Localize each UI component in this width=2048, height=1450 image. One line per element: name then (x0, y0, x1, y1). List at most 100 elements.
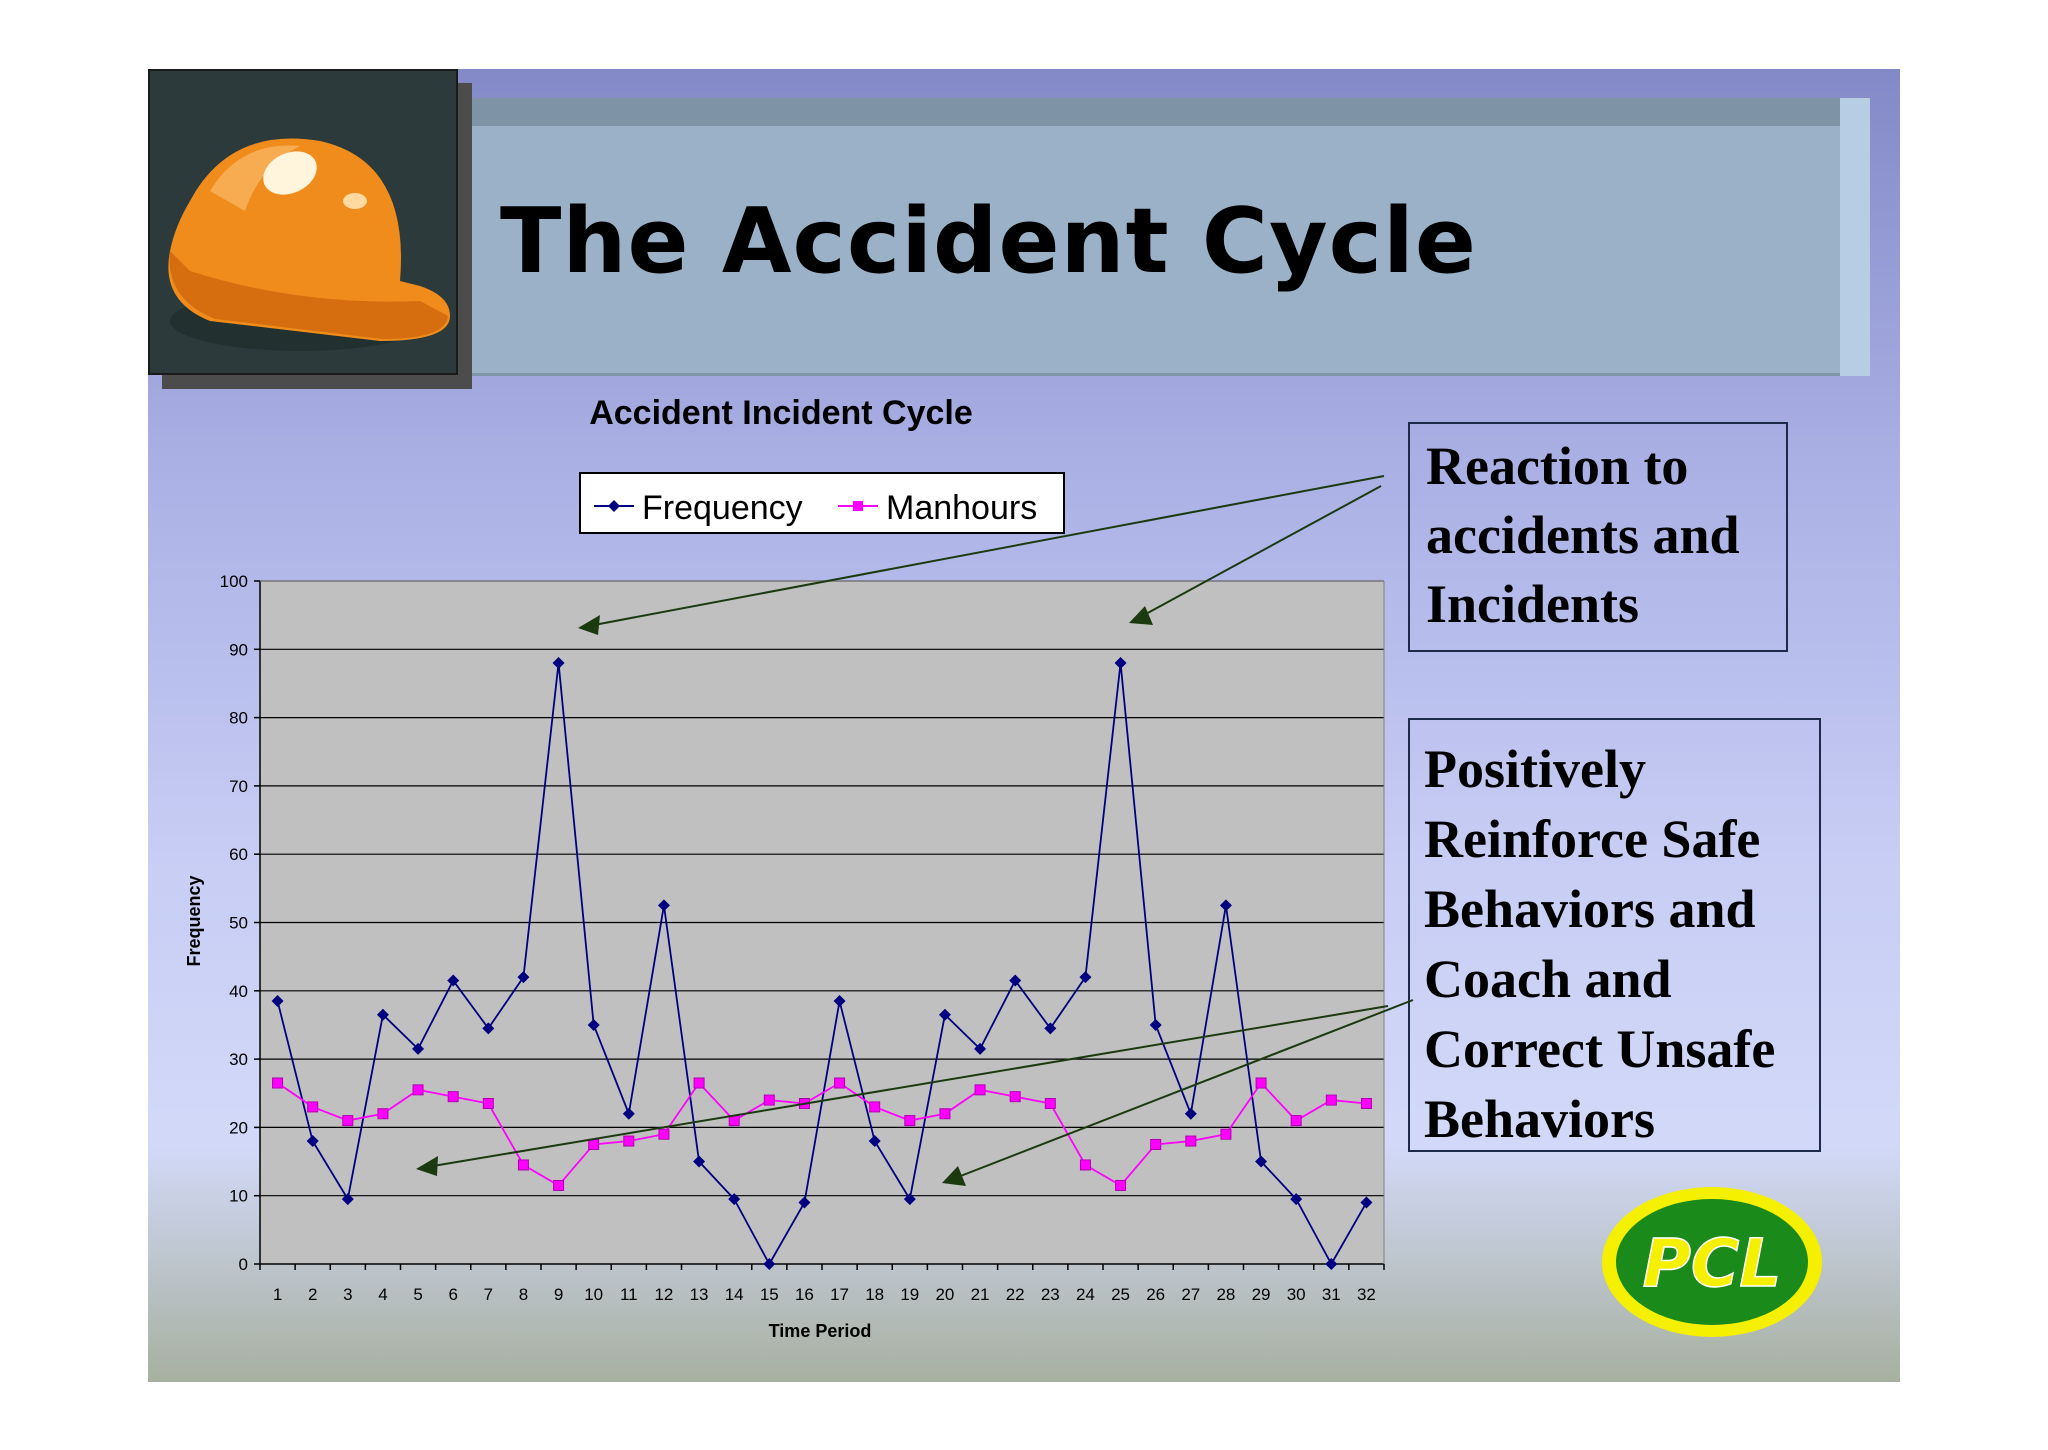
frequency-point (903, 1193, 916, 1206)
x-tick-label: 22 (1006, 1285, 1025, 1304)
y-tick-label: 90 (229, 640, 248, 659)
x-tick-label: 29 (1252, 1285, 1271, 1304)
x-tick-label: 27 (1181, 1285, 1200, 1304)
manhours-point (447, 1091, 459, 1103)
manhours-point (1044, 1097, 1056, 1109)
frequency-point (552, 656, 565, 669)
x-tick-label: 16 (795, 1285, 814, 1304)
manhours-point (307, 1101, 319, 1113)
x-tick-label: 1 (273, 1285, 282, 1304)
manhours-point (904, 1115, 916, 1127)
frequency-point (1184, 1107, 1197, 1120)
manhours-point (623, 1135, 635, 1147)
x-tick-label: 8 (519, 1285, 528, 1304)
frequency-point (1360, 1196, 1373, 1209)
title-band-side (1840, 98, 1870, 376)
manhours-point (1325, 1094, 1337, 1106)
manhours-point (1115, 1179, 1127, 1191)
frequency-point (798, 1196, 811, 1209)
manhours-point (1009, 1091, 1021, 1103)
pcl-logo-text: PCL (1643, 1225, 1782, 1302)
annotation-arrows (416, 475, 1414, 1186)
manhours-point (377, 1108, 389, 1120)
y-tick-label: 60 (229, 845, 248, 864)
x-tick-label: 18 (865, 1285, 884, 1304)
y-axis-label: Frequency (184, 875, 204, 966)
x-tick-label: 14 (725, 1285, 744, 1304)
y-tick-label: 40 (229, 982, 248, 1001)
title-band (470, 126, 1850, 376)
frequency-point (728, 1193, 741, 1206)
manhours-point (1290, 1115, 1302, 1127)
x-tick-label: 7 (484, 1285, 493, 1304)
frequency-point (1290, 1193, 1303, 1206)
legend-frequency-label: Frequency (642, 489, 803, 527)
y-tick-label: 30 (229, 1050, 248, 1069)
x-tick-label: 21 (971, 1285, 990, 1304)
frequency-point (974, 1042, 987, 1055)
frequency-point (447, 974, 460, 987)
manhours-point (553, 1179, 565, 1191)
x-tick-label: 15 (760, 1285, 779, 1304)
y-tick-label: 0 (239, 1255, 248, 1274)
x-tick-label: 20 (935, 1285, 954, 1304)
arrow-head-3 (416, 1156, 438, 1176)
manhours-point (412, 1084, 424, 1096)
chart-title: Accident Incident Cycle (589, 394, 973, 432)
manhours-point (482, 1097, 494, 1109)
x-tick-label: 2 (308, 1285, 317, 1304)
manhours-point (1185, 1135, 1197, 1147)
x-tick-label: 25 (1111, 1285, 1130, 1304)
manhours-point (658, 1128, 670, 1140)
x-tick-label: 19 (900, 1285, 919, 1304)
x-axis-label: Time Period (769, 1321, 872, 1341)
manhours-point (869, 1101, 881, 1113)
callout-reaction: Reaction to accidents and Incidents (1408, 422, 1788, 652)
manhours-point (1220, 1128, 1232, 1140)
frequency-point (271, 995, 284, 1008)
x-tick-label: 28 (1216, 1285, 1235, 1304)
frequency-point (482, 1022, 495, 1035)
slide-title: The Accident Cycle (500, 189, 1477, 294)
x-tick-label: 6 (448, 1285, 457, 1304)
manhours-point (974, 1084, 986, 1096)
x-tick-label: 10 (584, 1285, 603, 1304)
x-tick-label: 32 (1357, 1285, 1376, 1304)
y-tick-label: 20 (229, 1118, 248, 1137)
frequency-point (412, 1042, 425, 1055)
x-tick-label: 26 (1146, 1285, 1165, 1304)
title-band-top (470, 98, 1850, 128)
manhours-point (939, 1108, 951, 1120)
series-line-manhours (277, 1081, 1367, 1187)
pcl-logo: PCL (1602, 1187, 1822, 1337)
frequency-point (657, 899, 670, 912)
x-tick-label: 4 (378, 1285, 387, 1304)
frequency-point (1044, 1022, 1057, 1035)
x-tick-label: 12 (654, 1285, 673, 1304)
manhours-point (1079, 1159, 1091, 1171)
arrow-head-4 (942, 1166, 966, 1186)
manhours-point (272, 1077, 284, 1089)
frequency-point (1114, 656, 1127, 669)
x-tick-label: 17 (830, 1285, 849, 1304)
legend-manhours-marker (853, 501, 863, 511)
frequency-point (622, 1107, 635, 1120)
frequency-point (517, 971, 530, 984)
arrow-head-1 (578, 615, 600, 635)
frequency-point (1009, 974, 1022, 987)
frequency-point (1079, 971, 1092, 984)
callout-reinforce: Positively Reinforce Safe Behaviors and … (1408, 718, 1821, 1152)
manhours-point (588, 1138, 600, 1150)
frequency-point (868, 1135, 881, 1148)
legend-manhours-label: Manhours (886, 489, 1037, 527)
frequency-point (587, 1018, 600, 1031)
frequency-point (833, 995, 846, 1008)
x-tick-label: 3 (343, 1285, 352, 1304)
y-tick-label: 50 (229, 914, 248, 933)
manhours-point (342, 1115, 354, 1127)
frequency-point (1255, 1155, 1268, 1168)
x-tick-label: 30 (1287, 1285, 1306, 1304)
hard-hat-photo (148, 69, 458, 375)
legend-frequency-marker (608, 500, 620, 512)
